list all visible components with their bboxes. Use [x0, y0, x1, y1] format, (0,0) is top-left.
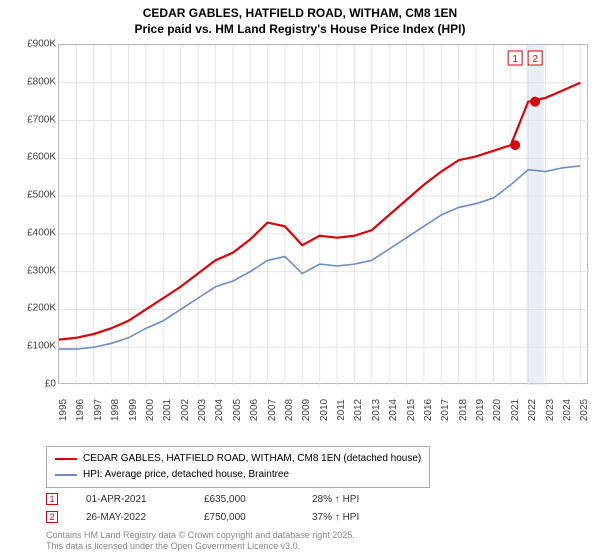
- y-tick-label: £700K: [27, 114, 56, 125]
- x-tick-label: 2003: [197, 399, 208, 421]
- marker-row: 2 26-MAY-2022 £750,000 37% ↑ HPI: [46, 508, 359, 526]
- legend-label: CEDAR GABLES, HATFIELD ROAD, WITHAM, CM8…: [83, 451, 421, 467]
- x-tick-label: 2016: [423, 399, 434, 421]
- x-tick-label: 1998: [110, 399, 121, 421]
- legend-item: HPI: Average price, detached house, Brai…: [55, 467, 421, 483]
- marker-date: 01-APR-2021: [86, 494, 176, 505]
- marker-dot: [510, 140, 520, 150]
- x-tick-label: 1996: [75, 399, 86, 421]
- marker-number-box: 1: [46, 493, 58, 505]
- x-tick-label: 2012: [353, 399, 364, 421]
- y-tick-label: £400K: [27, 227, 56, 238]
- legend-label: HPI: Average price, detached house, Brai…: [83, 467, 289, 483]
- x-tick-label: 2005: [232, 399, 243, 421]
- plot-svg: 12: [59, 45, 589, 385]
- x-tick-label: 2007: [267, 399, 278, 421]
- footer-line-1: Contains HM Land Registry data © Crown c…: [46, 530, 355, 541]
- x-tick-label: 2025: [579, 399, 590, 421]
- marker-number-box: 2: [46, 511, 58, 523]
- x-tick-label: 2020: [492, 399, 503, 421]
- marker-row: 1 01-APR-2021 £635,000 28% ↑ HPI: [46, 490, 359, 508]
- x-tick-label: 2014: [388, 399, 399, 421]
- footer-line-2: This data is licensed under the Open Gov…: [46, 541, 355, 552]
- svg-text:2: 2: [532, 54, 538, 65]
- x-tick-label: 2023: [545, 399, 556, 421]
- x-tick-label: 1999: [128, 399, 139, 421]
- marker-price: £635,000: [204, 494, 284, 505]
- legend-swatch: [55, 474, 77, 476]
- title-line-1: CEDAR GABLES, HATFIELD ROAD, WITHAM, CM8…: [0, 6, 600, 22]
- chart-container: CEDAR GABLES, HATFIELD ROAD, WITHAM, CM8…: [0, 0, 600, 560]
- marker-flag: 1: [508, 51, 522, 65]
- x-tick-label: 1995: [58, 399, 69, 421]
- x-tick-label: 2015: [406, 399, 417, 421]
- footer: Contains HM Land Registry data © Crown c…: [46, 530, 355, 552]
- markers-table: 1 01-APR-2021 £635,000 28% ↑ HPI 2 26-MAY-202…: [46, 490, 359, 526]
- y-tick-label: £800K: [27, 76, 56, 87]
- chart-title: CEDAR GABLES, HATFIELD ROAD, WITHAM, CM8…: [0, 0, 600, 37]
- x-tick-label: 2004: [214, 399, 225, 421]
- x-tick-label: 2021: [510, 399, 521, 421]
- x-tick-label: 2013: [371, 399, 382, 421]
- plot: 12: [58, 44, 588, 384]
- y-tick-label: £600K: [27, 152, 56, 163]
- legend: CEDAR GABLES, HATFIELD ROAD, WITHAM, CM8…: [46, 446, 430, 488]
- x-tick-label: 1997: [93, 399, 104, 421]
- x-tick-label: 2024: [562, 399, 573, 421]
- marker-date: 26-MAY-2022: [86, 512, 176, 523]
- marker-dot: [530, 97, 540, 107]
- marker-flag: 2: [528, 51, 542, 65]
- y-tick-label: £100K: [27, 341, 56, 352]
- x-tick-label: 2002: [180, 399, 191, 421]
- y-tick-label: £200K: [27, 303, 56, 314]
- legend-swatch: [55, 458, 77, 460]
- x-tick-label: 2000: [145, 399, 156, 421]
- x-tick-label: 2010: [319, 399, 330, 421]
- x-tick-label: 2006: [249, 399, 260, 421]
- y-tick-label: £500K: [27, 190, 56, 201]
- x-tick-label: 2001: [162, 399, 173, 421]
- y-tick-label: £900K: [27, 39, 56, 50]
- marker-delta: 37% ↑ HPI: [312, 512, 359, 523]
- y-axis: £0£100K£200K£300K£400K£500K£600K£700K£80…: [10, 44, 58, 384]
- marker-delta: 28% ↑ HPI: [312, 494, 359, 505]
- x-tick-label: 2022: [527, 399, 538, 421]
- x-axis: 1995199619971998199920002001200220032004…: [58, 386, 588, 414]
- svg-text:1: 1: [512, 54, 518, 65]
- title-line-2: Price paid vs. HM Land Registry's House …: [0, 22, 600, 38]
- marker-price: £750,000: [204, 512, 284, 523]
- x-tick-label: 2011: [336, 399, 347, 421]
- y-tick-label: £0: [45, 379, 56, 390]
- chart-area: £0 £100K £200K £300K £400K £500K £600K £700K £80…: [10, 44, 590, 414]
- x-tick-label: 2008: [284, 399, 295, 421]
- x-tick-label: 2017: [440, 399, 451, 421]
- legend-item: CEDAR GABLES, HATFIELD ROAD, WITHAM, CM8…: [55, 451, 421, 467]
- x-tick-label: 2009: [301, 399, 312, 421]
- x-tick-label: 2018: [458, 399, 469, 421]
- x-tick-label: 2019: [475, 399, 486, 421]
- y-tick-label: £300K: [27, 265, 56, 276]
